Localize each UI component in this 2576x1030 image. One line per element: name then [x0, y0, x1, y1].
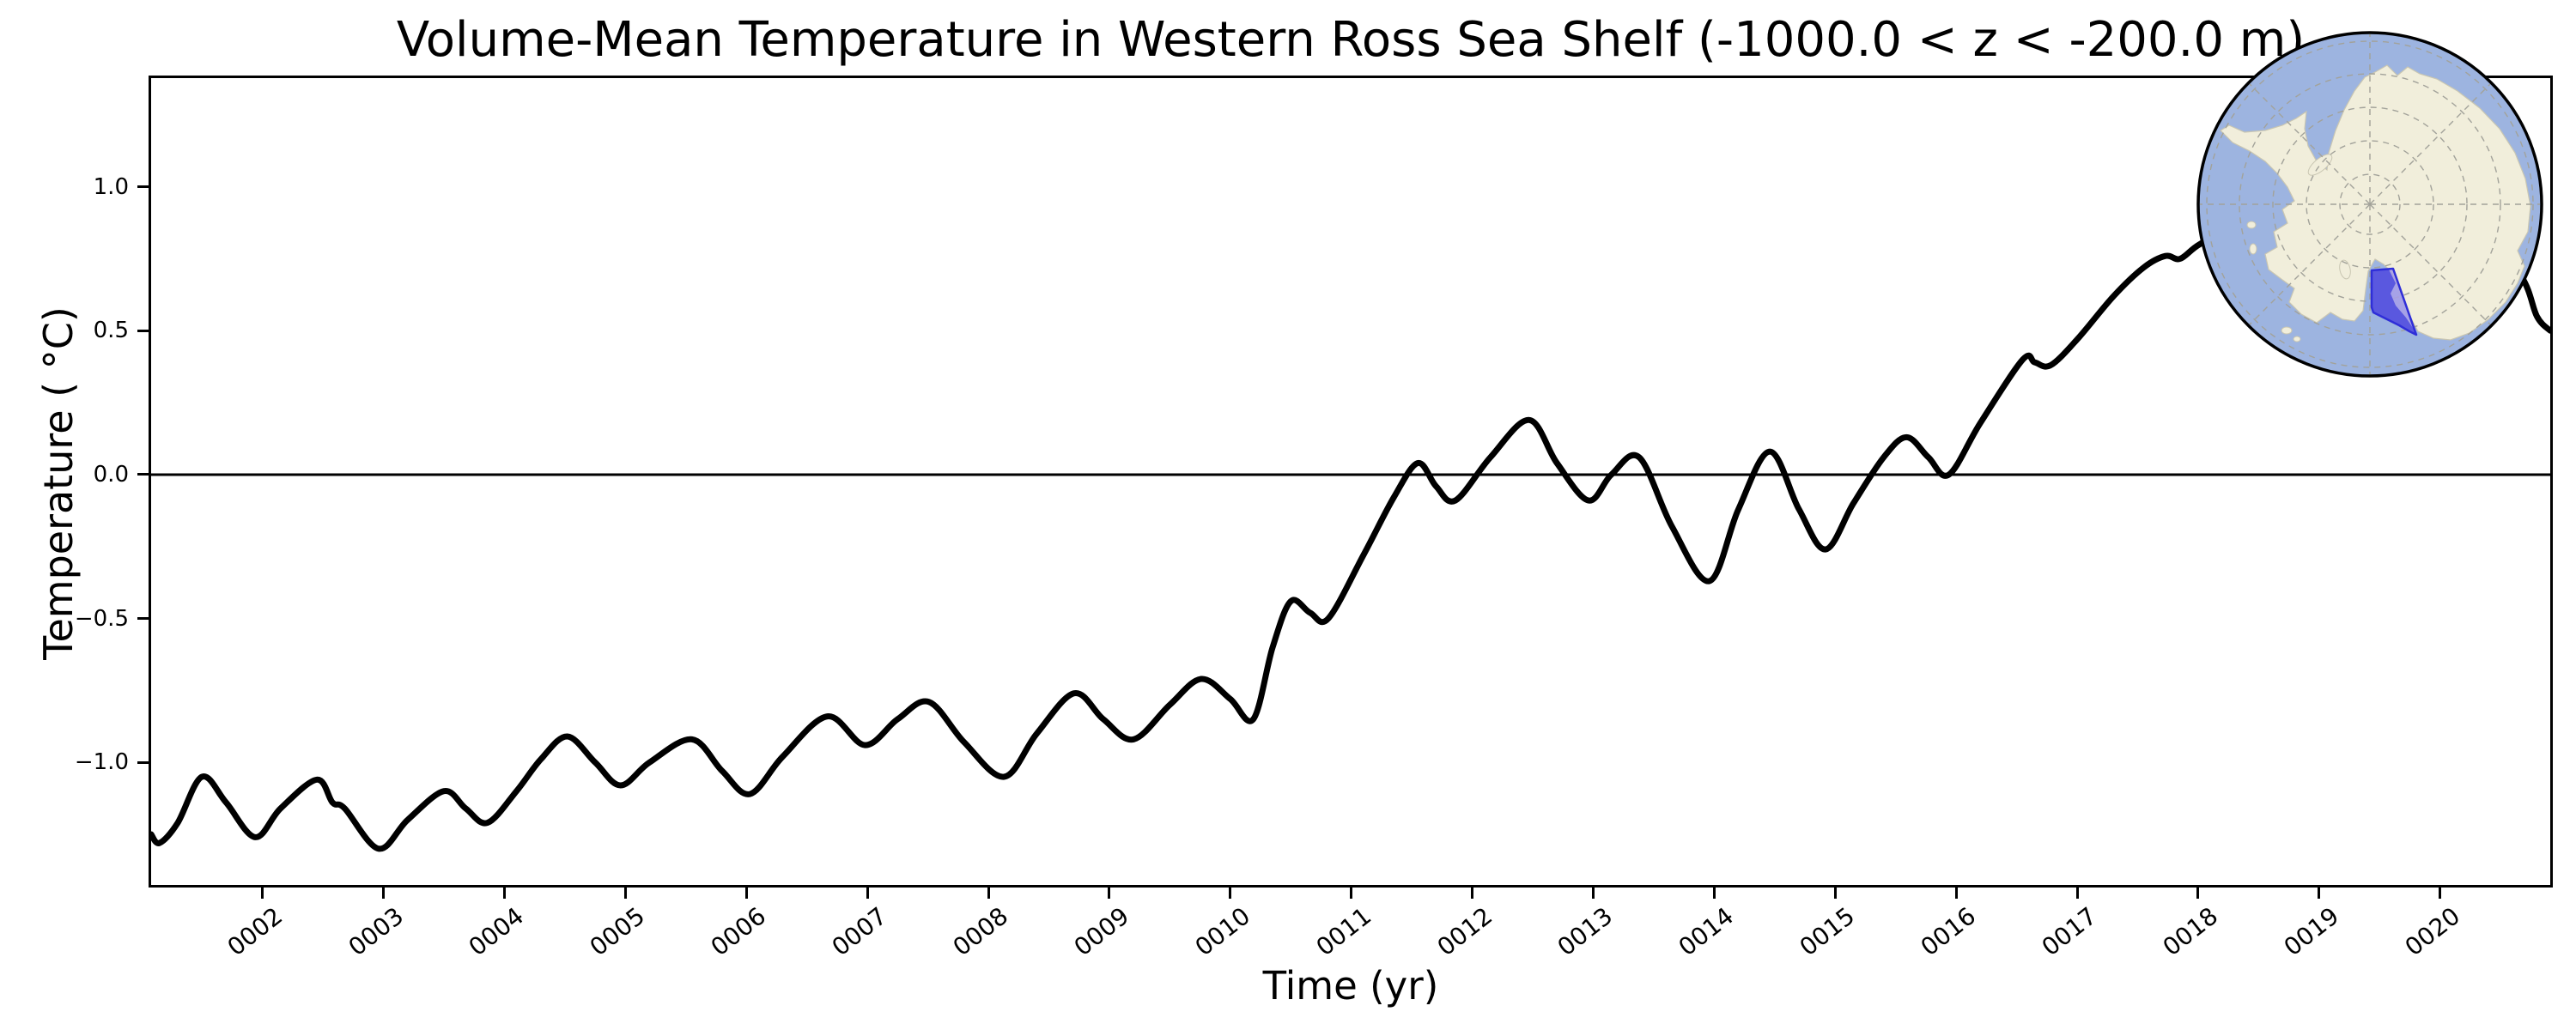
graticule-meridian	[2369, 203, 2491, 325]
x-tick-label: 0014	[1674, 901, 1740, 962]
x-tick-mark	[2075, 888, 2079, 899]
x-tick-mark	[2196, 888, 2200, 899]
x-tick-label: 0003	[343, 901, 409, 962]
temperature-line-series	[151, 194, 2550, 852]
x-tick-label: 0013	[1552, 901, 1619, 962]
antarctica-landmass	[2220, 64, 2531, 341]
x-tick-label: 0002	[222, 901, 288, 962]
x-tick-mark	[744, 888, 748, 899]
x-axis-label: Time (yr)	[1262, 963, 1439, 1009]
y-tick-mark	[137, 760, 149, 764]
graticule-meridian	[2249, 203, 2371, 325]
antarctica-inset-map	[2196, 31, 2543, 378]
map-islands	[2246, 154, 2351, 342]
x-tick-mark	[1350, 888, 1353, 899]
y-tick-label: 1.0	[93, 173, 129, 200]
x-tick-label: 0006	[705, 901, 772, 962]
x-tick-label: 0017	[2036, 901, 2103, 962]
x-tick-mark	[2439, 888, 2442, 899]
graticule-meridian	[2369, 83, 2491, 205]
plot-area	[151, 194, 2550, 852]
x-tick-mark	[866, 888, 869, 899]
x-tick-label: 0012	[1431, 901, 1498, 962]
y-tick-mark	[137, 617, 149, 621]
chart-title: Volume-Mean Temperature in Western Ross …	[396, 12, 2306, 68]
y-tick-mark	[137, 329, 149, 332]
graticule-meridian	[2249, 83, 2371, 205]
graticule-parallel	[2272, 106, 2468, 302]
graticule-parallel	[2206, 40, 2534, 368]
x-tick-label: 0009	[1068, 901, 1134, 962]
x-tick-mark	[1229, 888, 1232, 899]
x-tick-mark	[382, 888, 386, 899]
x-tick-mark	[1471, 888, 1474, 899]
x-tick-mark	[1712, 888, 1716, 899]
study-region-border	[2370, 267, 2418, 336]
graticule-parallel	[2239, 73, 2501, 336]
x-tick-mark	[502, 888, 506, 899]
y-tick-label: −1.0	[74, 749, 129, 776]
x-tick-mark	[2318, 888, 2321, 899]
y-tick-label: 0.5	[93, 318, 129, 344]
x-tick-label: 0011	[1310, 901, 1376, 962]
x-tick-label: 0020	[2399, 901, 2465, 962]
x-tick-mark	[261, 888, 264, 899]
study-region-highlight	[2370, 267, 2418, 336]
x-tick-label: 0016	[1915, 901, 1982, 962]
x-tick-mark	[1833, 888, 1837, 899]
y-tick-label: −0.5	[74, 605, 129, 632]
map-graticule	[2200, 34, 2540, 374]
x-tick-mark	[987, 888, 990, 899]
graticule-parallel	[2306, 140, 2434, 269]
x-tick-mark	[1591, 888, 1595, 899]
x-tick-label: 0007	[826, 901, 893, 962]
x-tick-label: 0010	[1189, 901, 1255, 962]
x-tick-label: 0015	[1794, 901, 1861, 962]
y-tick-mark	[137, 185, 149, 189]
study-region-ocean-part	[2372, 270, 2416, 335]
x-tick-label: 0018	[2157, 901, 2224, 962]
x-tick-label: 0004	[464, 901, 530, 962]
y-tick-mark	[137, 473, 149, 476]
y-tick-label: 0.0	[93, 461, 129, 488]
x-tick-label: 0008	[947, 901, 1014, 962]
x-tick-label: 0019	[2278, 901, 2344, 962]
x-tick-mark	[623, 888, 627, 899]
graticule-parallel	[2339, 173, 2401, 235]
map-outline-circle	[2196, 31, 2543, 378]
x-tick-mark	[1954, 888, 1958, 899]
x-tick-mark	[1108, 888, 1111, 899]
x-tick-label: 0005	[584, 901, 651, 962]
